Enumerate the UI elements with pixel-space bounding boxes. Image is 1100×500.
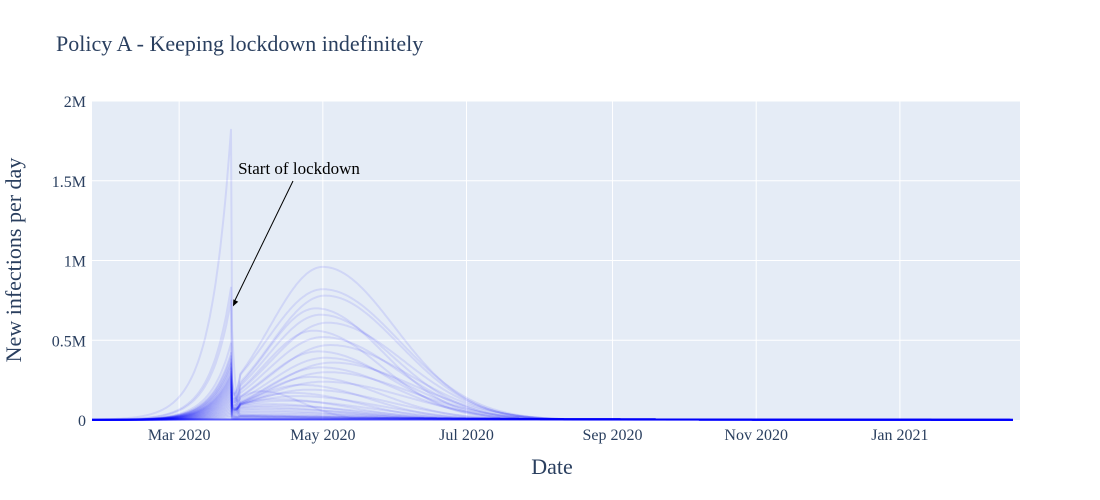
annotation: Start of lockdown	[232, 159, 360, 307]
y-tick-label: 1.5M	[52, 174, 86, 191]
y-gridlines	[92, 100, 1020, 341]
x-tick-label: Nov 2020	[724, 427, 788, 444]
x-tick-label: May 2020	[290, 427, 355, 444]
y-axis-ticks: 0 0.5M 1M 1.5M 2M	[52, 94, 86, 430]
annotation-label: Start of lockdown	[238, 159, 360, 178]
chart-title: Policy A - Keeping lockdown indefinitely	[56, 31, 423, 56]
y-axis-title: New infections per day	[1, 158, 26, 363]
y-tick-label: 0.5M	[52, 333, 86, 350]
y-tick-label: 1M	[64, 254, 86, 271]
x-tick-label: Jan 2021	[871, 427, 928, 444]
series-lines	[91, 128, 1013, 421]
y-tick-label: 2M	[64, 94, 86, 111]
x-axis-ticks: Mar 2020 May 2020 Jul 2020 Sep 2020 Nov 2020…	[148, 427, 929, 444]
annotation-arrow	[233, 180, 294, 303]
x-tick-label: Mar 2020	[148, 427, 211, 444]
y-tick-label: 0	[78, 413, 86, 430]
annotation-arrowhead	[232, 299, 239, 307]
x-tick-label: Sep 2020	[583, 427, 643, 444]
x-axis-title: Date	[531, 454, 573, 479]
x-tick-label: Jul 2020	[439, 427, 494, 444]
